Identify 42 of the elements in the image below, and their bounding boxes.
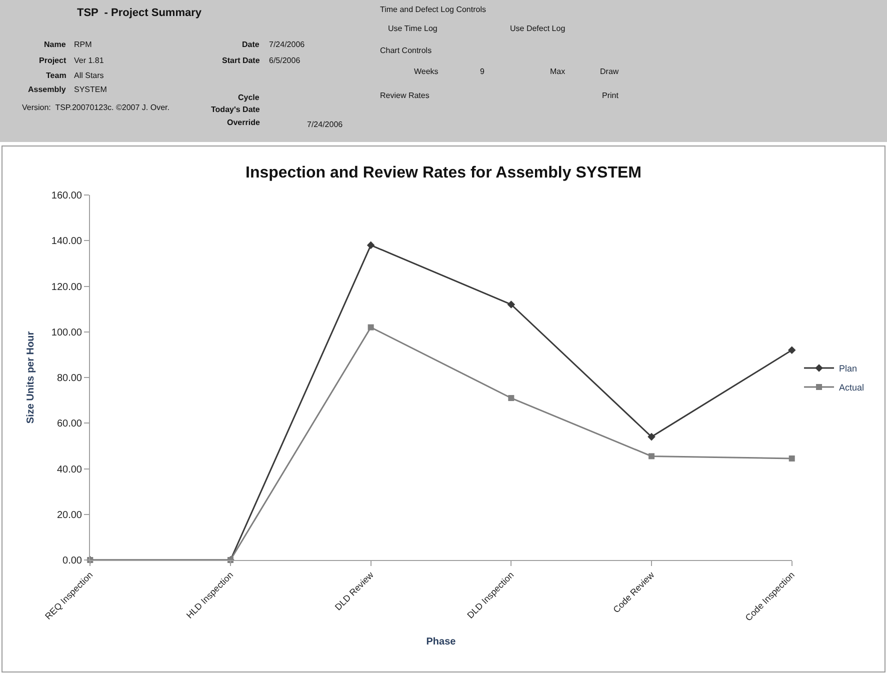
text: SYSTEM	[74, 85, 108, 94]
text: Weeks	[414, 67, 438, 76]
text: Chart Controls	[380, 46, 432, 55]
text: Max	[550, 67, 566, 76]
text: Start Date	[222, 56, 260, 65]
text: Ver 1.81	[74, 56, 104, 65]
y-tick-label: 120.00	[51, 282, 82, 293]
text: Use Time Log	[388, 24, 438, 33]
text: Today's Date	[211, 105, 260, 114]
text: 9	[480, 67, 485, 76]
y-tick-label: 140.00	[51, 236, 82, 248]
legend-label: Actual	[839, 382, 864, 393]
text: Team	[46, 71, 66, 80]
text: Print	[602, 91, 620, 100]
y-tick-label: 20.00	[56, 510, 82, 521]
legend-label: Plan	[839, 364, 858, 374]
y-tick-label: 100.00	[51, 327, 82, 338]
y-tick-label: 40.00	[56, 464, 82, 476]
text: RPM	[74, 40, 92, 49]
text: Review Rates	[380, 91, 430, 100]
text: 7/24/2006	[307, 120, 344, 129]
y-tick-label: 80.00	[56, 373, 82, 384]
text: Time and Defect Log Controls	[380, 5, 486, 14]
x-axis-title: Phase	[426, 636, 456, 648]
text: All Stars	[74, 71, 104, 80]
text: Override	[227, 118, 260, 127]
text: Assembly	[28, 85, 66, 94]
text: Date	[242, 40, 260, 49]
y-axis-title: Size Units per Hour	[25, 331, 36, 424]
text: 7/24/2006	[269, 40, 306, 49]
text: TSP - Project Summary	[77, 7, 202, 19]
text: Version: TSP.20070123c. ©2007 J. Over.	[22, 103, 170, 112]
y-tick-label: 160.00	[51, 190, 82, 202]
text: 6/5/2006	[269, 56, 301, 65]
y-tick-label: 0.00	[62, 556, 82, 566]
text: Draw	[600, 67, 619, 76]
text: Cycle	[238, 93, 260, 102]
text: Project	[39, 56, 66, 65]
y-tick-label: 60.00	[56, 418, 82, 430]
chart-title: Inspection and Review Rates for Assembly SYSTEM	[246, 164, 642, 182]
text: Name	[44, 40, 66, 49]
text: Use Defect Log	[510, 24, 566, 33]
